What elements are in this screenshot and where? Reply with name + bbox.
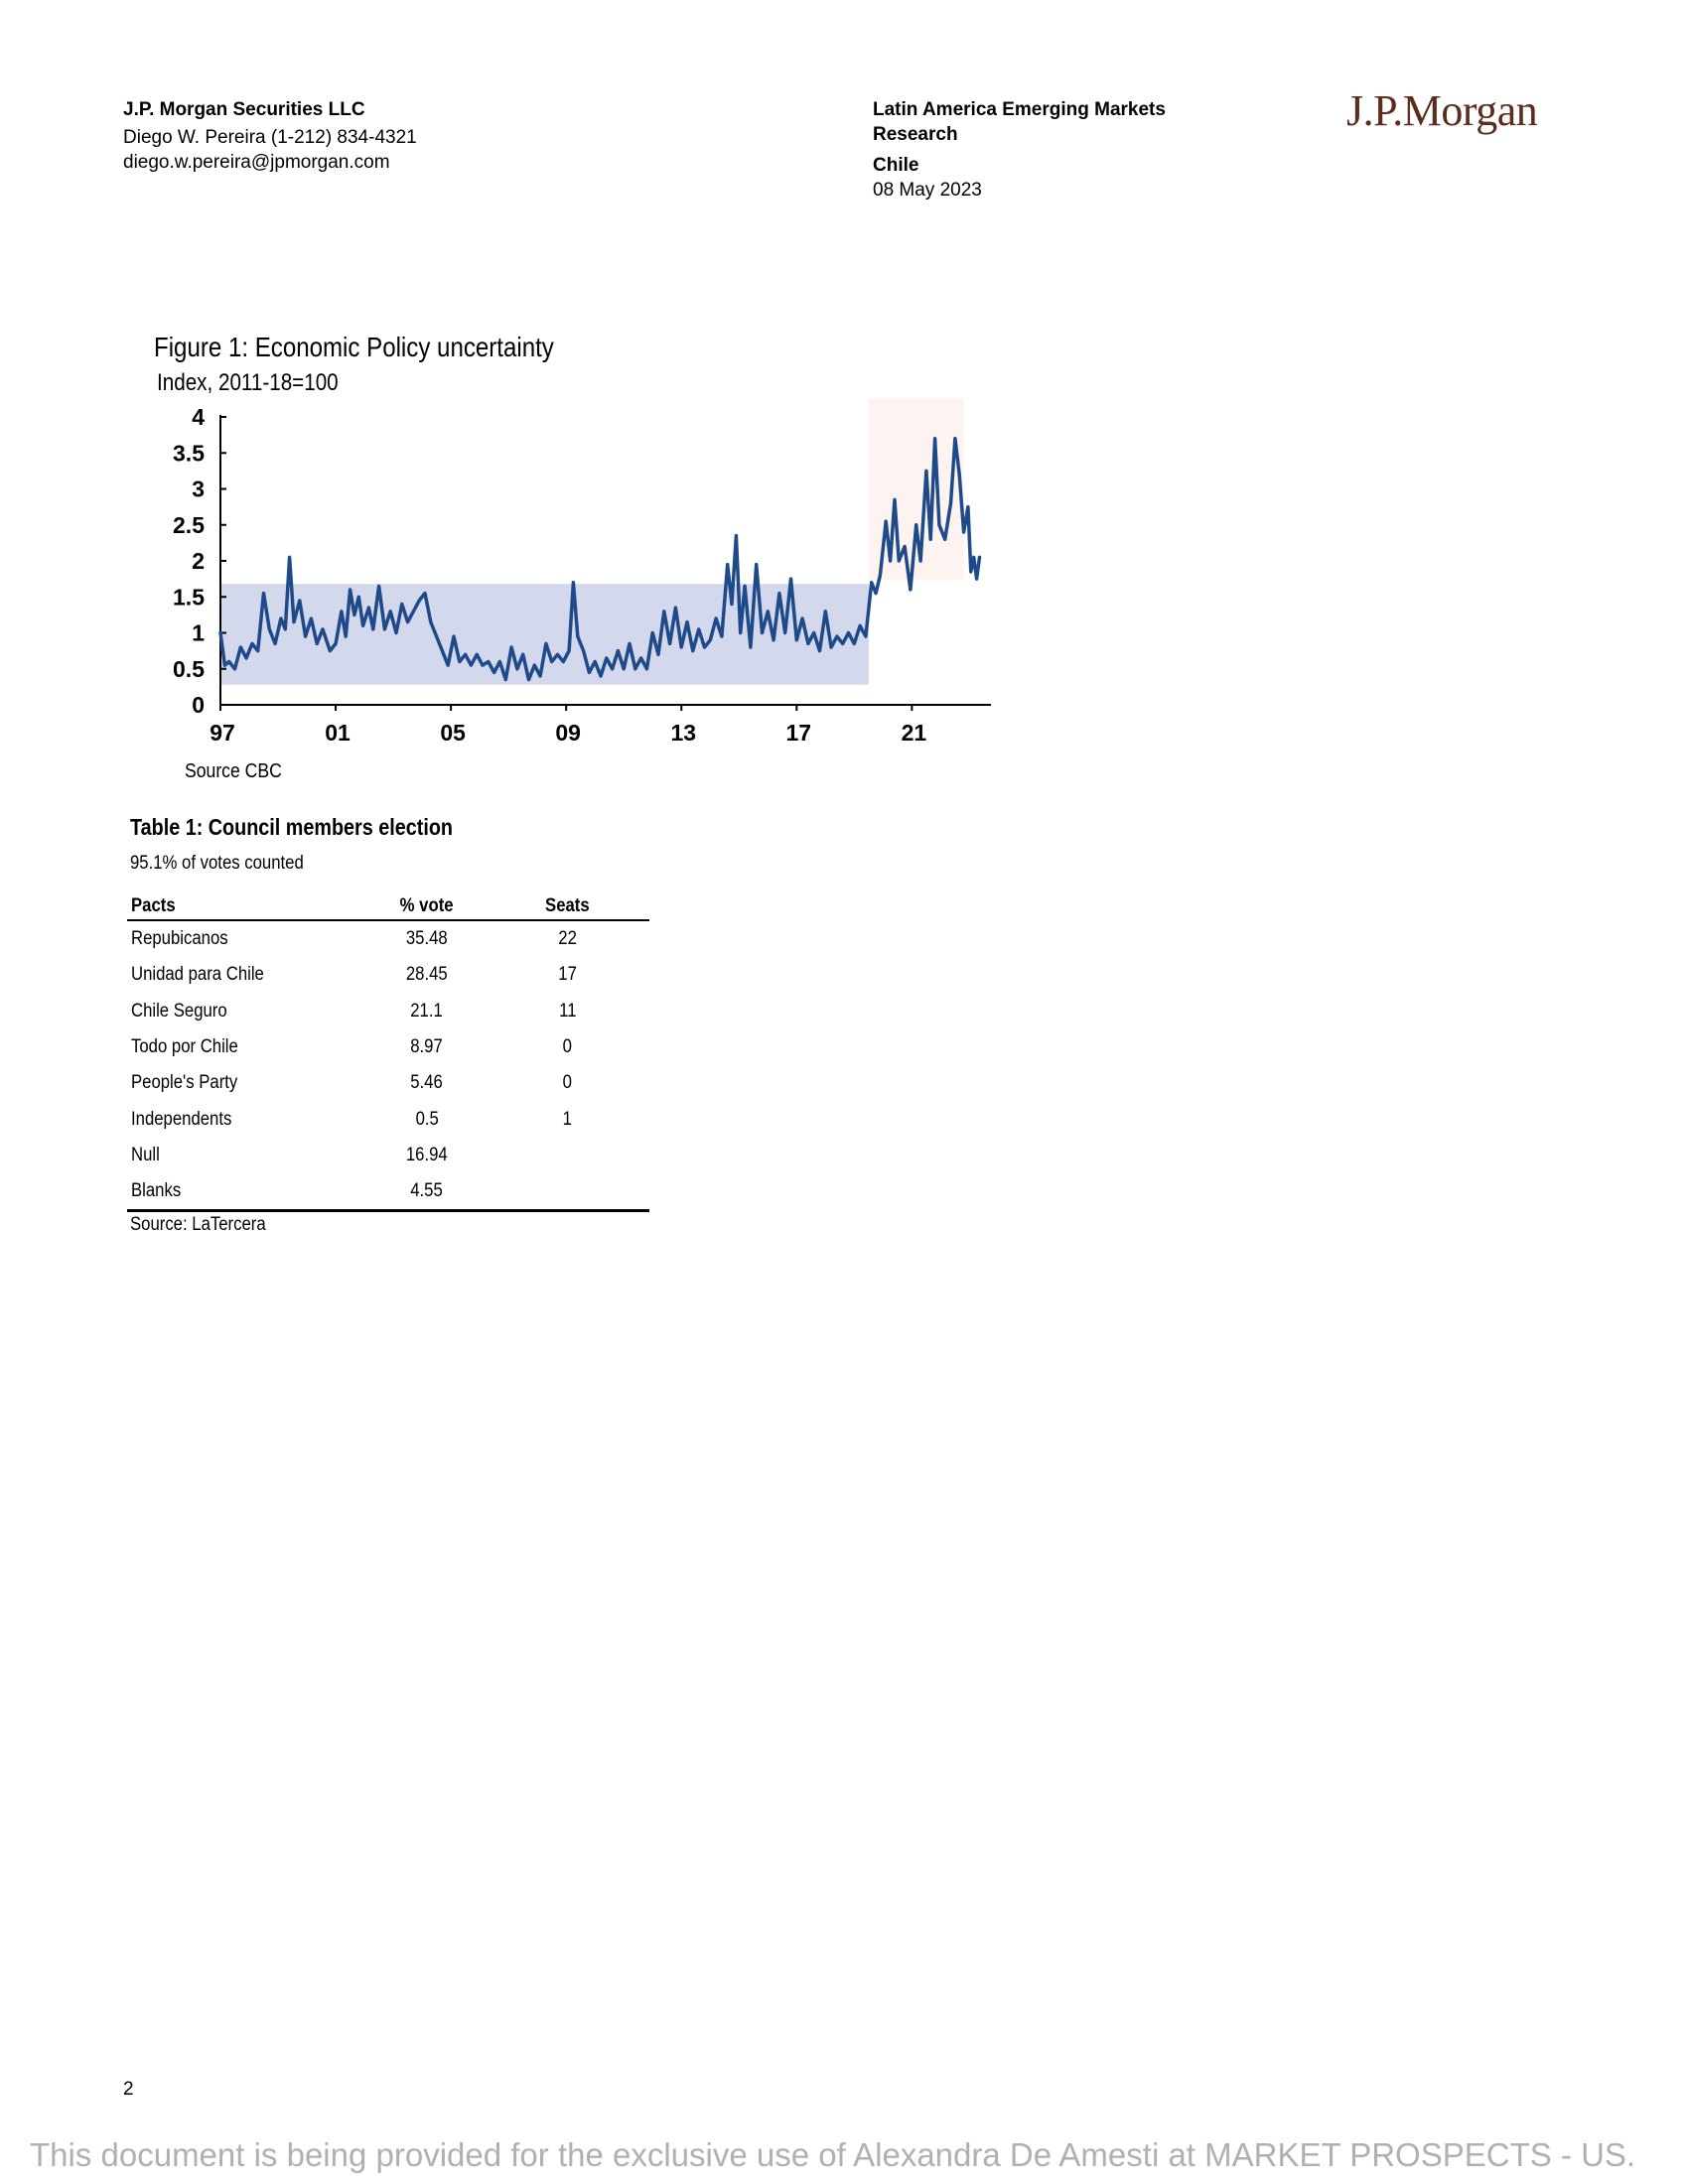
cell-seats: [486, 1173, 649, 1213]
cell-vote: 16.94: [405, 1144, 448, 1165]
table-subtitle: 95.1% of votes counted: [130, 853, 304, 874]
cell-vote: 35.48: [405, 928, 448, 950]
table-source: Source: LaTercera: [130, 1214, 266, 1235]
column-header-vote: % vote: [367, 886, 487, 921]
table-row: People's Party 5.46 0: [127, 1065, 649, 1101]
series-line: [218, 437, 982, 682]
cell-seats: [486, 1138, 649, 1173]
table-row: Repubicanos 35.48 22: [127, 920, 649, 957]
cell-pact: People's Party: [131, 1072, 238, 1094]
cell-pact: Blanks: [127, 1173, 368, 1213]
chart-series: [218, 437, 982, 682]
table-row: Todo por Chile 8.97 0: [127, 1029, 649, 1065]
cell-vote: 8.97: [410, 1036, 444, 1058]
x-tick-label: 21: [902, 720, 927, 746]
x-tick-label: 17: [786, 720, 812, 746]
cell-seats: 1: [563, 1108, 573, 1130]
table-header-row: Pacts % vote Seats: [127, 886, 649, 921]
cell-seats: 0: [563, 1036, 573, 1058]
table-row: Independents 0.5 1: [127, 1101, 649, 1137]
cell-seats: 17: [558, 964, 578, 986]
chart-axes: 0 0.5 1 1.5 2 2.5 3 3.5 4 97 01 05 09 13 17 21: [173, 404, 991, 746]
y-tick-label: 0: [192, 692, 205, 718]
cell-pact: Null: [131, 1144, 160, 1165]
cell-pact: Todo por Chile: [131, 1036, 238, 1058]
cell-pact: Independents: [131, 1108, 232, 1130]
table-title: Table 1: Council members election: [130, 814, 453, 840]
research-title: Latin America Emerging Markets: [873, 99, 1166, 120]
cell-pact: Repubicanos: [131, 928, 228, 950]
table-row: Null 16.94: [127, 1138, 649, 1173]
figure-subtitle: Index, 2011-18=100: [157, 369, 339, 396]
cell-seats: 11: [559, 1000, 577, 1022]
column-header-seats: Seats: [486, 886, 649, 921]
cell-vote: 0.5: [415, 1108, 439, 1130]
jpmorgan-logo: J.P.Morgan: [1346, 86, 1538, 135]
uncertainty-line-chart: 0 0.5 1 1.5 2 2.5 3 3.5 4 97 01 05 09 13 17 21: [173, 398, 991, 746]
election-results-table: Pacts % vote Seats Repubicanos 35.48 22 Uni…: [127, 886, 649, 1213]
company-name: J.P. Morgan Securities LLC: [123, 99, 365, 120]
cell-vote: 4.55: [367, 1173, 487, 1213]
country-label: Chile: [873, 155, 919, 176]
cell-seats: 22: [558, 928, 578, 950]
cell-seats: 0: [563, 1072, 573, 1094]
analyst-contact: Diego W. Pereira (1-212) 834-4321: [123, 127, 417, 148]
y-tick-label: 1.5: [173, 584, 205, 610]
analyst-email[interactable]: diego.w.pereira@jpmorgan.com: [123, 152, 390, 173]
y-tick-label: 4: [192, 404, 205, 430]
y-tick-label: 2: [192, 548, 205, 574]
cell-pact: Unidad para Chile: [131, 964, 264, 986]
table-row: Chile Seguro 21.1 11: [127, 994, 649, 1029]
report-date: 08 May 2023: [873, 180, 982, 201]
cell-pact: Chile Seguro: [131, 1000, 227, 1022]
research-title-line2: Research: [873, 124, 958, 145]
figure-title: Figure 1: Economic Policy uncertainty: [154, 332, 554, 362]
x-tick-label: 13: [670, 720, 696, 746]
cell-vote: 28.45: [405, 964, 448, 986]
y-tick-label: 3: [192, 477, 205, 502]
table-row: Unidad para Chile 28.45 17: [127, 957, 649, 993]
figure-source: Source CBC: [185, 760, 282, 782]
usage-disclaimer: This document is being provided for the …: [30, 2136, 1636, 2173]
x-tick-label: 01: [325, 720, 351, 746]
cell-vote: 5.46: [410, 1072, 444, 1094]
x-tick-label: 09: [555, 720, 581, 746]
table-row: Blanks 4.55: [127, 1173, 649, 1213]
cell-vote: 21.1: [410, 1000, 444, 1022]
y-tick-label: 3.5: [173, 440, 205, 466]
column-header-pacts: Pacts: [127, 886, 368, 921]
page-number: 2: [123, 2079, 134, 2100]
x-tick-label: 97: [210, 720, 235, 746]
y-tick-label: 0.5: [173, 656, 205, 682]
x-tick-label: 05: [440, 720, 466, 746]
y-tick-label: 2.5: [173, 512, 205, 538]
y-tick-label: 1: [192, 620, 205, 646]
